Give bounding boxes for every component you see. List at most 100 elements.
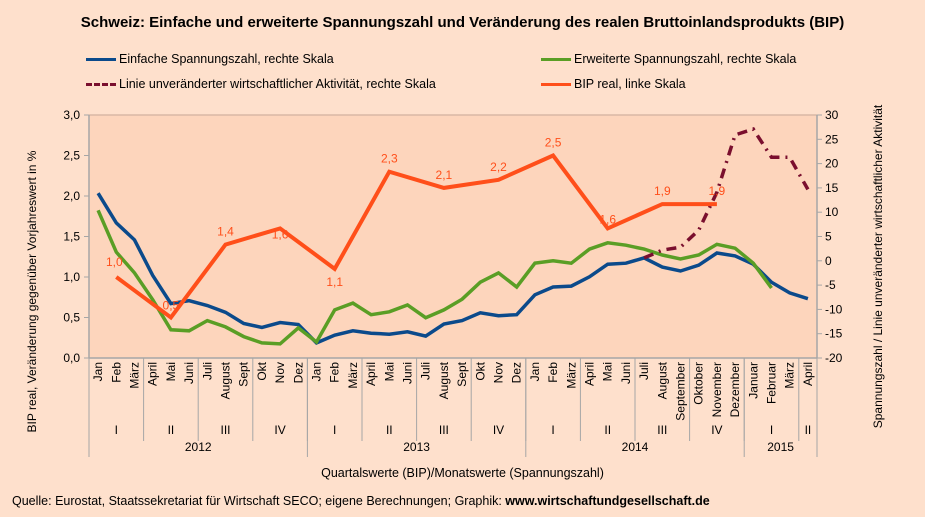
legend-item-linie: Linie unveränderter wirtschaftlicher Akt… [86,77,436,91]
bip-data-label: 1,9 [709,184,726,198]
x-month-label: Dez [510,362,524,383]
series-line-2 [643,127,810,260]
x-month-label: April [801,362,815,386]
bip-data-label: 1,1 [326,275,343,289]
y-left-tick-label: 3,0 [63,108,80,122]
x-month-label: Okt [473,361,487,380]
plot-area [89,115,817,358]
x-month-label: Juli [200,362,214,380]
x-year-label: 2012 [185,440,212,454]
x-quarter-label: IV [711,423,722,437]
bip-data-label: 2,3 [381,152,398,166]
x-month-label: November [710,362,724,417]
bip-data-label: 1,0 [106,255,123,269]
x-month-label: Mai [164,362,178,381]
x-month-label: April [364,362,378,386]
x-quarter-label: I [551,423,554,437]
x-month-label: März [783,362,797,389]
legend-swatch-orange [541,82,571,86]
x-month-label: Mai [382,362,396,381]
chart-title: Schweiz: Einfache und erweiterte Spannun… [80,14,845,31]
legend-label: Linie unveränderter wirtschaftlicher Akt… [119,77,436,91]
y-right-tick-label: -5 [825,278,836,292]
x-month-label: Jan [528,362,542,381]
x-month-label: Okt [255,361,269,380]
y-left-tick-label: 0,5 [63,311,80,325]
x-month-label: Juli [637,362,651,380]
series-line-1 [96,209,773,346]
x-month-label: Dezember [728,362,742,417]
y-right-tick-label: 0 [825,254,832,268]
series-line-0 [96,192,809,345]
source-footer: Quelle: Eurostat, Staatssekretariat für … [12,494,710,508]
x-month-label: März [128,362,142,389]
y-right-tick-label: -15 [825,327,843,341]
x-month-label: April [583,362,597,386]
x-month-label: Sept [237,361,251,386]
x-quarter-label: II [386,423,393,437]
x-month-label: Februar [765,362,779,404]
x-quarter-label: I [115,423,118,437]
x-month-label: Nov [273,362,287,383]
x-quarter-label: III [657,423,667,437]
x-month-label: April [146,362,160,386]
bip-data-label: 2,5 [545,136,562,150]
x-quarter-label: II [604,423,611,437]
x-month-label: Juni [182,362,196,384]
bip-data-label: 0,5 [163,299,180,313]
x-quarter-label: IV [493,423,504,437]
x-month-label: Oktober [692,362,706,405]
y-axis-right-title: Spannungszahl / Linie unveränderter wirt… [871,104,885,428]
x-axis-title: Quartalswerte (BIP)/Monatswerte (Spannun… [321,466,604,480]
y-left-tick-label: 2,5 [63,149,80,163]
x-month-label: Mai [601,362,615,381]
y-right-tick-label: 15 [825,181,839,195]
x-quarter-label: II [805,423,812,437]
bip-data-label: 1,9 [654,184,671,198]
x-month-label: Juni [401,362,415,384]
y-left-tick-label: 0,0 [63,351,80,365]
x-month-label: Feb [109,362,123,383]
y-right-tick-label: -10 [825,302,843,316]
x-month-label: September [674,362,688,421]
source-site: www.wirtschaftundgesellschaft.de [505,494,710,508]
x-month-label: August [219,361,233,399]
bip-data-label: 1,6 [599,212,616,226]
y-left-tick-label: 2,0 [63,189,80,203]
y-right-tick-label: 20 [825,157,839,171]
bip-data-label: 2,1 [436,168,453,182]
x-quarter-label: IV [274,423,285,437]
legend-item-einfache: Einfache Spannungszahl, rechte Skala [86,52,334,66]
x-month-label: Jan [310,362,324,381]
x-month-label: Jan [91,362,105,381]
x-month-label: August [655,361,669,399]
bip-data-label: 1,6 [272,227,289,241]
x-month-label: Juli [419,362,433,380]
x-month-label: Feb [328,362,342,383]
legend-swatch-dashdot [86,82,116,86]
series-line-3 [115,153,717,321]
x-month-label: Sept [455,361,469,386]
legend-item-bip: BIP real, linke Skala [541,77,686,91]
x-quarter-label: II [168,423,175,437]
y-axis-left-title: BIP real, Veränderung gegenüber Vorjahre… [25,150,39,432]
x-quarter-label: III [439,423,449,437]
x-month-label: Januar [746,362,760,399]
x-year-label: 2015 [767,440,794,454]
bip-data-label: 1,4 [217,225,234,239]
y-right-tick-label: 30 [825,108,839,122]
x-month-label: Dez [291,362,305,383]
legend-label: Erweiterte Spannungszahl, rechte Skala [574,52,797,66]
x-month-label: Nov [492,362,506,383]
x-month-label: März [346,362,360,389]
x-quarter-label: I [333,423,336,437]
y-left-tick-label: 1,5 [63,230,80,244]
y-right-tick-label: -20 [825,351,843,365]
x-year-label: 2013 [403,440,430,454]
legend-swatch-blue [86,57,116,61]
x-quarter-label: III [220,423,230,437]
legend-label: Einfache Spannungszahl, rechte Skala [119,52,334,66]
y-right-tick-label: 25 [825,132,839,146]
y-right-tick-label: 10 [825,205,839,219]
